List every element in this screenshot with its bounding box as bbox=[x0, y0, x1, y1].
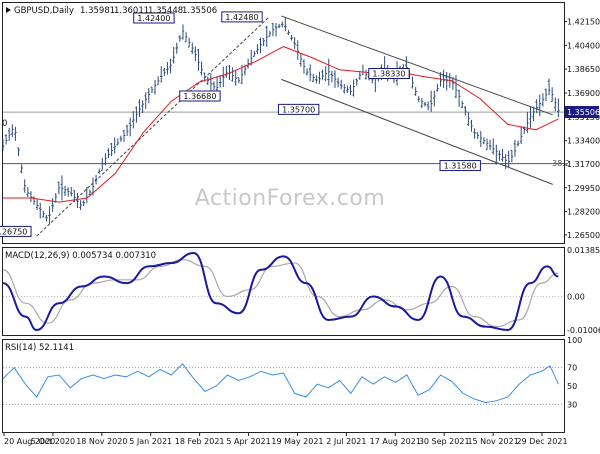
rsi-y-tick-label: 30 bbox=[567, 400, 577, 409]
price-level-label: 1.38330 bbox=[368, 68, 410, 79]
x-tick-label: 18 Nov 2020 bbox=[76, 437, 127, 446]
price-level-label-text: 1.26750 bbox=[0, 227, 27, 236]
price-y-tick-label: 1.26500 bbox=[567, 231, 600, 240]
channel-lower-line bbox=[281, 78, 553, 185]
price-y-tick-label: 1.28200 bbox=[567, 208, 600, 217]
header-arrow-icon bbox=[6, 7, 11, 13]
price-level-label-box bbox=[439, 160, 481, 172]
x-tick-label: 29 Dec 2021 bbox=[516, 437, 567, 446]
price-level-label-box bbox=[221, 11, 263, 23]
price-level-label: 1.42480 bbox=[221, 11, 263, 23]
rsi-y-tick-label: 50 bbox=[567, 382, 577, 391]
price-level-label-box bbox=[133, 12, 175, 24]
price-level-label-text: 1.31580 bbox=[444, 162, 477, 171]
price-y-tick-label: 1.29950 bbox=[567, 184, 600, 193]
x-tick-label: 15 Nov 2021 bbox=[467, 437, 518, 446]
macd-line bbox=[2, 252, 559, 331]
macd-y-tick-label: 0.013859 bbox=[567, 246, 600, 255]
macd-y-tick-label: -0.010067 bbox=[567, 326, 600, 335]
price-level-label-box bbox=[179, 90, 221, 102]
price-header-open: 1.35981 bbox=[80, 6, 115, 16]
rsi-y-tick-label: 70 bbox=[567, 364, 577, 373]
price-header-symbol: GBPUSD,Daily bbox=[14, 6, 74, 16]
macd-panel-label: MACD(12,26,9) 0.005734 0.007310 bbox=[5, 251, 156, 261]
price-y-tick-label: 1.33400 bbox=[567, 137, 600, 146]
price-header-close: 1.35506 bbox=[182, 6, 217, 16]
price-level-label-box bbox=[0, 225, 32, 237]
rsi-panel-frame bbox=[2, 339, 565, 433]
price-header-high: 1.36011 bbox=[114, 6, 149, 16]
price-header-low: 1.35448 bbox=[148, 6, 183, 16]
price-y-tick-label: 1.42150 bbox=[567, 17, 600, 26]
channel-upper-line bbox=[281, 15, 553, 116]
x-tick-label: 20 Aug 2020 bbox=[4, 437, 55, 446]
price-level-label: 1.36680 bbox=[179, 90, 221, 102]
rsi-y-tick-label: 100 bbox=[567, 336, 582, 345]
last-price-box bbox=[565, 106, 599, 119]
price-level-label: 1.26750 bbox=[0, 225, 32, 237]
macd-y-tick-label: 0.00 bbox=[567, 293, 585, 302]
price-level-label-text: 1.42400 bbox=[137, 14, 170, 23]
price-level-label-text: 1.35700 bbox=[282, 105, 315, 114]
x-tick-label: 19 May 2021 bbox=[271, 437, 323, 446]
price-y-tick-label: 1.38650 bbox=[567, 65, 600, 74]
x-tick-label: 2 Jul 2021 bbox=[326, 437, 366, 446]
dashed-trendline bbox=[36, 16, 270, 237]
price-level-label-text: 1.42480 bbox=[225, 13, 258, 22]
x-tick-label: 18 Feb 2021 bbox=[175, 437, 225, 446]
price-y-tick-label: 1.40400 bbox=[567, 41, 600, 50]
price-level-label-box bbox=[368, 68, 410, 79]
price-level-label: 1.42400 bbox=[133, 12, 175, 24]
price-y-tick-label: 1.36900 bbox=[567, 89, 600, 98]
fib-label: 38.2 bbox=[552, 159, 570, 168]
price-level-label: 1.35700 bbox=[277, 103, 320, 115]
watermark: ActionForex.com bbox=[195, 186, 385, 211]
macd-signal-line bbox=[2, 259, 559, 328]
macd-panel-frame bbox=[2, 247, 565, 336]
price-panel-frame bbox=[2, 2, 565, 244]
x-tick-label: 5 Jan 2021 bbox=[129, 437, 172, 446]
rsi-panel-label: RSI(14) 52.1141 bbox=[5, 343, 74, 353]
price-level-label-box bbox=[277, 103, 320, 115]
moving-average-line bbox=[3, 46, 559, 203]
x-tick-label: 5 Apr 2021 bbox=[226, 437, 270, 446]
last-price-label: 1.35506 bbox=[567, 108, 600, 117]
price-level-label: 1.31580 bbox=[439, 160, 481, 172]
left-edge-label: 0 bbox=[2, 119, 7, 129]
price-y-tick-label: 1.31700 bbox=[567, 160, 600, 169]
price-level-label-text: 1.36680 bbox=[183, 92, 216, 101]
x-tick-label: 17 Aug 2021 bbox=[370, 437, 421, 446]
price-level-label-text: 1.38330 bbox=[372, 70, 405, 79]
x-tick-label: 5 Oct 2020 bbox=[31, 437, 75, 446]
x-tick-label: 30 Sep 2021 bbox=[419, 437, 470, 446]
rsi-line bbox=[2, 363, 559, 404]
